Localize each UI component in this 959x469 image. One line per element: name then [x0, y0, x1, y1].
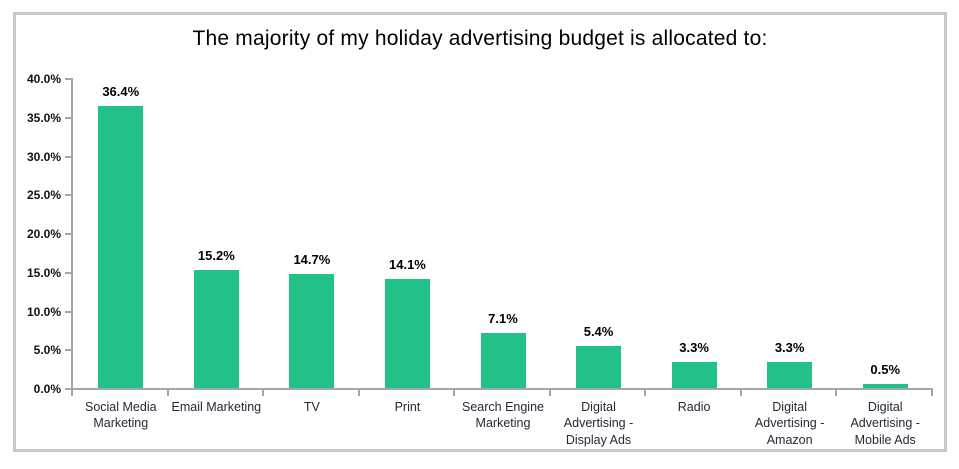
x-axis-category-label: Digital Advertising - Display Ads	[563, 400, 634, 447]
y-axis-tick-label: 15.0%	[26, 265, 61, 280]
x-axis-tick	[739, 390, 742, 396]
bar	[98, 105, 144, 388]
x-axis-category-label: Digital Advertising - Amazon	[754, 400, 825, 447]
y-axis-line	[71, 78, 73, 388]
x-axis-tick	[835, 390, 838, 396]
bar-value-label: 36.4%	[102, 83, 140, 99]
bar	[480, 332, 526, 388]
y-axis-tick	[65, 78, 71, 80]
x-axis-tick	[166, 390, 169, 396]
bar-value-label: 3.3%	[774, 340, 805, 356]
y-axis-tick-label: 40.0%	[26, 72, 61, 86]
x-axis-tick	[453, 390, 456, 396]
x-axis-tick	[262, 390, 265, 396]
y-axis-tick-label: 25.0%	[26, 188, 61, 203]
bar	[289, 274, 335, 388]
y-axis-tick-label: 10.0%	[26, 304, 61, 319]
y-axis-tick	[65, 155, 71, 158]
x-axis-category-label: Search Engine Marketing	[461, 400, 544, 431]
x-axis-tick	[71, 390, 73, 396]
y-axis-tick	[65, 310, 71, 313]
y-axis-tick-label: 35.0%	[26, 110, 61, 125]
x-axis-category-label: Digital Advertising - Mobile Ads	[850, 400, 920, 447]
bar-value-label: 15.2%	[197, 248, 235, 264]
y-axis-tick	[65, 271, 71, 274]
bar	[862, 384, 908, 388]
bar	[671, 362, 717, 388]
bar-value-label: 0.5%	[870, 362, 901, 378]
x-axis-category-label: Social Media Marketing	[84, 400, 157, 431]
bar-value-label: 5.4%	[583, 324, 614, 340]
chart-title: The majority of my holiday advertising b…	[192, 27, 768, 50]
bar-value-label: 14.1%	[389, 256, 426, 272]
chart-frame: The majority of my holiday advertising b…	[13, 12, 947, 452]
bar	[576, 346, 622, 388]
x-axis-tick	[931, 390, 933, 396]
x-axis-category-label: Email Marketing	[171, 400, 262, 414]
bar-value-label: 7.1%	[488, 310, 518, 326]
y-axis-tick-label: 20.0%	[26, 227, 61, 241]
y-axis-tick-label: 5.0%	[33, 343, 61, 358]
x-axis-line	[71, 388, 933, 390]
x-axis-category-label: Print	[394, 400, 421, 414]
bar-value-label: 3.3%	[679, 340, 709, 356]
y-axis-tick	[65, 388, 71, 390]
y-axis-tick-label: 0.0%	[33, 382, 61, 396]
x-axis-tick	[548, 390, 551, 396]
bar	[767, 362, 813, 388]
y-axis-tick	[65, 233, 71, 235]
x-axis-category-label: TV	[303, 400, 320, 414]
x-axis-tick	[644, 390, 647, 396]
bar-value-label: 14.7%	[293, 252, 331, 268]
y-axis-tick	[65, 194, 71, 197]
bar	[193, 270, 239, 388]
x-axis-category-label: Radio	[677, 400, 711, 414]
y-axis-tick-label: 30.0%	[26, 149, 61, 164]
bar	[384, 278, 430, 388]
y-axis-tick	[65, 349, 71, 352]
y-axis-tick	[65, 116, 71, 119]
x-axis-tick	[357, 390, 360, 396]
